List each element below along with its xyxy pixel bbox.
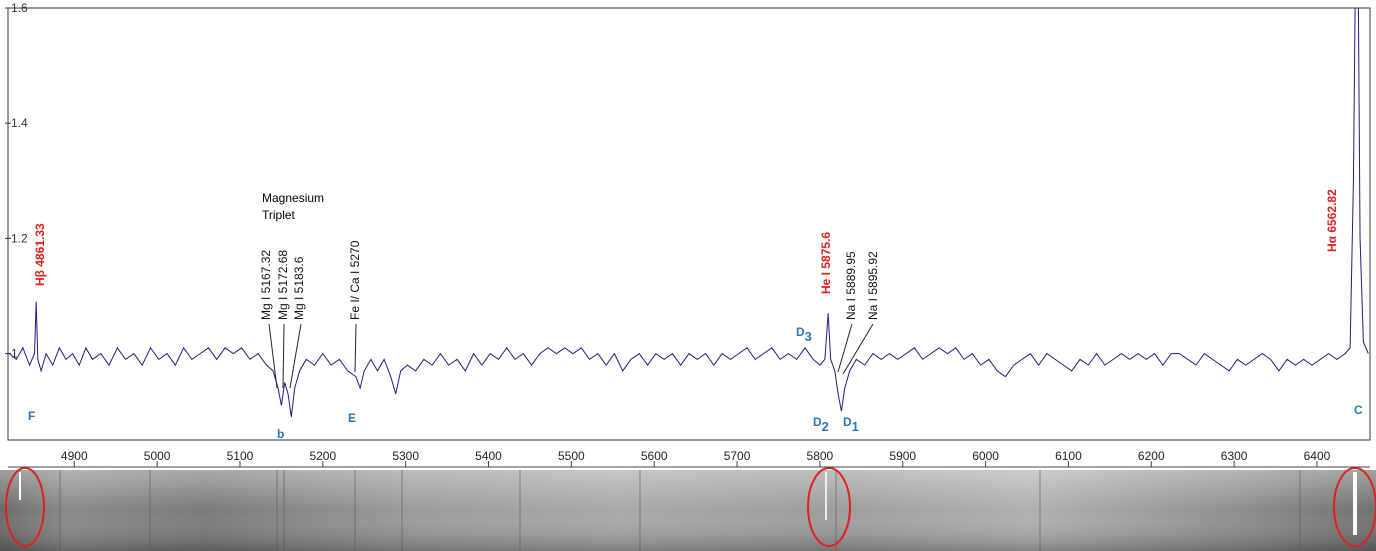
line-annotation: Fe I/ Ca I 5270	[348, 240, 362, 320]
line-annotation: Hα 6562.82	[1325, 189, 1339, 252]
fraunhofer-label: D1	[843, 415, 859, 434]
y-tick-label: 1.2	[11, 231, 28, 245]
x-tick-label: 4900	[61, 449, 88, 463]
plot-frame	[8, 8, 1370, 440]
y-tick-label: 1.4	[11, 116, 28, 130]
line-annotation: Mg I 5183.6	[292, 256, 306, 320]
x-tick-label: 5600	[641, 449, 668, 463]
line-annotation: Na I 5895.92	[866, 251, 880, 320]
line-annotation: Hβ 4861.33	[33, 223, 47, 286]
y-tick-label: 1.6	[11, 1, 28, 15]
x-tick-label: 6400	[1304, 449, 1331, 463]
fraunhofer-letter: D	[843, 415, 852, 429]
fraunhofer-label: C	[1354, 403, 1363, 417]
spectrum-line	[10, 8, 1369, 417]
fraunhofer-label: E	[348, 411, 356, 425]
fraunhofer-subscript: 1	[852, 419, 859, 434]
x-tick-label: 6100	[1055, 449, 1082, 463]
fraunhofer-label: D2	[813, 415, 829, 434]
fraunhofer-subscript: 3	[805, 329, 812, 344]
pointer-lines	[269, 324, 873, 388]
x-tick-label: 6300	[1221, 449, 1248, 463]
x-tick-label: 5400	[475, 449, 502, 463]
fraunhofer-label: F	[28, 409, 35, 423]
line-annotation: He I 5875.6	[819, 232, 833, 294]
line-annotation: Na I 5889.95	[844, 251, 858, 320]
fraunhofer-letter: F	[28, 409, 35, 423]
x-tick-label: 5900	[889, 449, 916, 463]
fraunhofer-letter: D	[813, 415, 822, 429]
x-tick-label: 5300	[392, 449, 419, 463]
group-label: Triplet	[262, 208, 296, 222]
plot-area	[10, 8, 1369, 417]
spectrum-chart: Magnesium Triplet 1 1.2 1.4 1.6 4900 5000 5100…	[0, 0, 1376, 551]
x-tick-label: 5000	[144, 449, 171, 463]
x-tick-label: 5200	[309, 449, 336, 463]
fraunhofer-letter: E	[348, 411, 356, 425]
x-tick-label: 5100	[227, 449, 254, 463]
fraunhofer-letter: b	[277, 427, 284, 441]
fraunhofer-label: D3	[796, 325, 812, 344]
x-tick-label: 6000	[972, 449, 999, 463]
line-annotation: Mg I 5172.68	[276, 250, 290, 320]
line-annotation: Mg I 5167.32	[259, 250, 273, 320]
x-tick-label: 5500	[558, 449, 585, 463]
spectrum-image	[0, 468, 1376, 551]
fraunhofer-letter: D	[796, 325, 805, 339]
fraunhofer-label: b	[277, 427, 284, 441]
x-tick-label: 5800	[807, 449, 834, 463]
x-tick-label: 6200	[1138, 449, 1165, 463]
fraunhofer-subscript: 2	[822, 419, 829, 434]
x-tick-label: 5700	[724, 449, 751, 463]
group-label: Magnesium	[262, 191, 324, 205]
fraunhofer-letter: C	[1354, 403, 1363, 417]
